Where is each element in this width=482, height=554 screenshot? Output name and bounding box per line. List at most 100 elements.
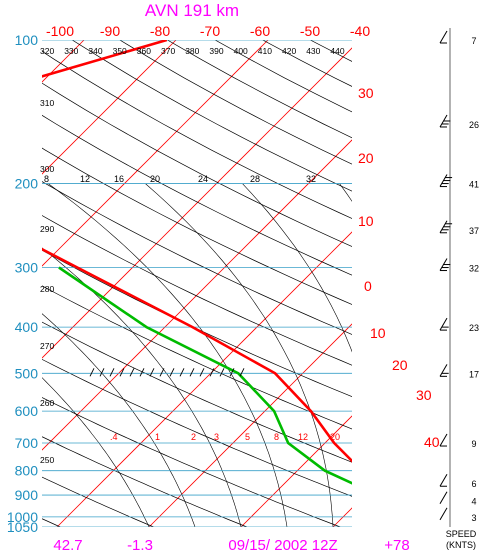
- mixing-ratio-bottom-label: 12: [298, 432, 308, 442]
- theta-label: 380: [185, 46, 199, 56]
- dry-adiabat: [406, 40, 482, 527]
- wind-speed-value: 23: [469, 323, 479, 333]
- dry-adiabat: [214, 40, 352, 113]
- moist-adiabat: [42, 247, 242, 527]
- theta-label: 320: [40, 46, 54, 56]
- hatch-mark: [169, 368, 175, 377]
- mixing-ratio-label: 20: [150, 174, 160, 184]
- isotherm-line: [42, 47, 352, 359]
- mixing-ratio-bottom-label: 3: [214, 432, 219, 442]
- isotherm-line: [425, 40, 482, 527]
- theta-label: 350: [113, 46, 127, 56]
- right-temperature-label: 30: [416, 387, 432, 403]
- theta-label: 370: [161, 46, 175, 56]
- hatch-mark: [129, 368, 135, 377]
- theta-side-label: 260: [40, 398, 54, 408]
- footer-datetime: 09/15/ 2002 12Z: [228, 537, 337, 554]
- pressure-label: 900: [15, 487, 39, 503]
- isotherm-line: [148, 323, 352, 527]
- wind-barb: [439, 317, 448, 331]
- hatch-mark: [189, 368, 195, 377]
- hatch-mark: [139, 368, 145, 377]
- pressure-label: 200: [15, 176, 39, 192]
- dry-adiabat: [42, 321, 352, 463]
- wind-speed-value: 7: [471, 36, 476, 46]
- hatch-mark: [239, 368, 245, 377]
- moist-adiabat: [42, 377, 150, 527]
- top-temperature-label: -80: [150, 23, 170, 39]
- mixing-ratio-bottom-label: 8: [274, 432, 279, 442]
- wind-speed-value: 17: [469, 369, 479, 379]
- pressure-label: 400: [15, 319, 39, 335]
- right-temperature-label: 20: [392, 357, 408, 373]
- top-temperature-label: -60: [250, 23, 270, 39]
- theta-label: 420: [282, 46, 296, 56]
- wind-speed-value: 4: [471, 497, 476, 507]
- wind-barb: [439, 433, 448, 447]
- pressure-label: 800: [15, 463, 39, 479]
- isotherm-line: [42, 40, 177, 175]
- theta-side-label: 270: [40, 341, 54, 351]
- wind-barb: [439, 30, 448, 44]
- moist-adiabat: [242, 183, 352, 353]
- dry-adiabat: [42, 50, 352, 219]
- dry-adiabat: [42, 181, 352, 335]
- temperature-profile: [42, 40, 352, 463]
- top-temperature-label: -50: [300, 23, 320, 39]
- mixing-ratio-label: 8: [44, 174, 49, 184]
- pressure-label: 1050: [7, 519, 38, 535]
- theta-label: 400: [234, 46, 248, 56]
- wind-speed-value: 6: [471, 479, 476, 489]
- pressure-label: 700: [15, 435, 39, 451]
- mixing-ratio-bottom-label: 5: [245, 432, 250, 442]
- dry-adiabat: [42, 436, 248, 527]
- hatch-mark: [179, 368, 185, 377]
- hatch-mark: [109, 368, 115, 377]
- dry-adiabat-lines: [42, 40, 482, 527]
- mixing-ratio-label: 28: [250, 174, 260, 184]
- wind-barbs: 7 26 41 37 32 23 17 9 6 4 3: [439, 28, 479, 527]
- mixing-ratio-label: 16: [114, 174, 124, 184]
- theta-side-label: 280: [40, 284, 54, 294]
- sounding-profiles: [42, 40, 352, 485]
- right-temperature-label: 10: [358, 213, 374, 229]
- isotherm-line: [332, 507, 352, 527]
- hatch-mark: [229, 368, 235, 377]
- dry-adiabat: [262, 40, 352, 87]
- mixing-ratio-label: 12: [80, 174, 90, 184]
- right-temperature-label: 10: [370, 325, 386, 341]
- moist-adiabat-lines: [42, 183, 352, 527]
- theta-side-label: 300: [40, 164, 54, 174]
- footer-mid-value: -1.3: [127, 537, 153, 554]
- dry-adiabat: [42, 476, 154, 527]
- mixing-ratio-label: 32: [306, 174, 316, 184]
- right-temperature-label: 20: [358, 150, 374, 166]
- wind-speed-value: 37: [469, 226, 479, 236]
- theta-label: 440: [330, 46, 344, 56]
- hatch-mark: [199, 368, 205, 377]
- hatch-mark: [219, 368, 225, 377]
- right-temperature-label: 30: [358, 85, 374, 101]
- isotherm-lines: [42, 40, 482, 527]
- chart-title: AVN 191 km: [145, 1, 239, 20]
- axis-labels: 10020030040050060070080090010001050-100-…: [7, 23, 440, 535]
- right-temperature-label: 0: [364, 278, 372, 294]
- dry-adiabat: [42, 358, 352, 497]
- mixing-ratio-bottom-label: .4: [110, 432, 118, 442]
- top-temperature-label: -70: [200, 23, 220, 39]
- hatch-mark: [149, 368, 155, 377]
- moist-adiabat: [48, 183, 288, 527]
- theta-side-label: 290: [40, 224, 54, 234]
- theta-side-label: 250: [40, 455, 54, 465]
- pressure-label: 100: [15, 32, 39, 48]
- moist-adiabat: [339, 183, 352, 202]
- top-temperature-label: -90: [100, 23, 120, 39]
- isotherm-line: [42, 40, 269, 267]
- mixing-ratio-bottom-label: 20: [330, 432, 340, 442]
- wind-speed-legend: SPEED: [446, 529, 477, 539]
- wind-speed-value: 3: [471, 513, 476, 523]
- theta-label: 360: [137, 46, 151, 56]
- wind-units-legend: (KNTS): [446, 540, 476, 550]
- top-temperature-label: -100: [46, 23, 74, 39]
